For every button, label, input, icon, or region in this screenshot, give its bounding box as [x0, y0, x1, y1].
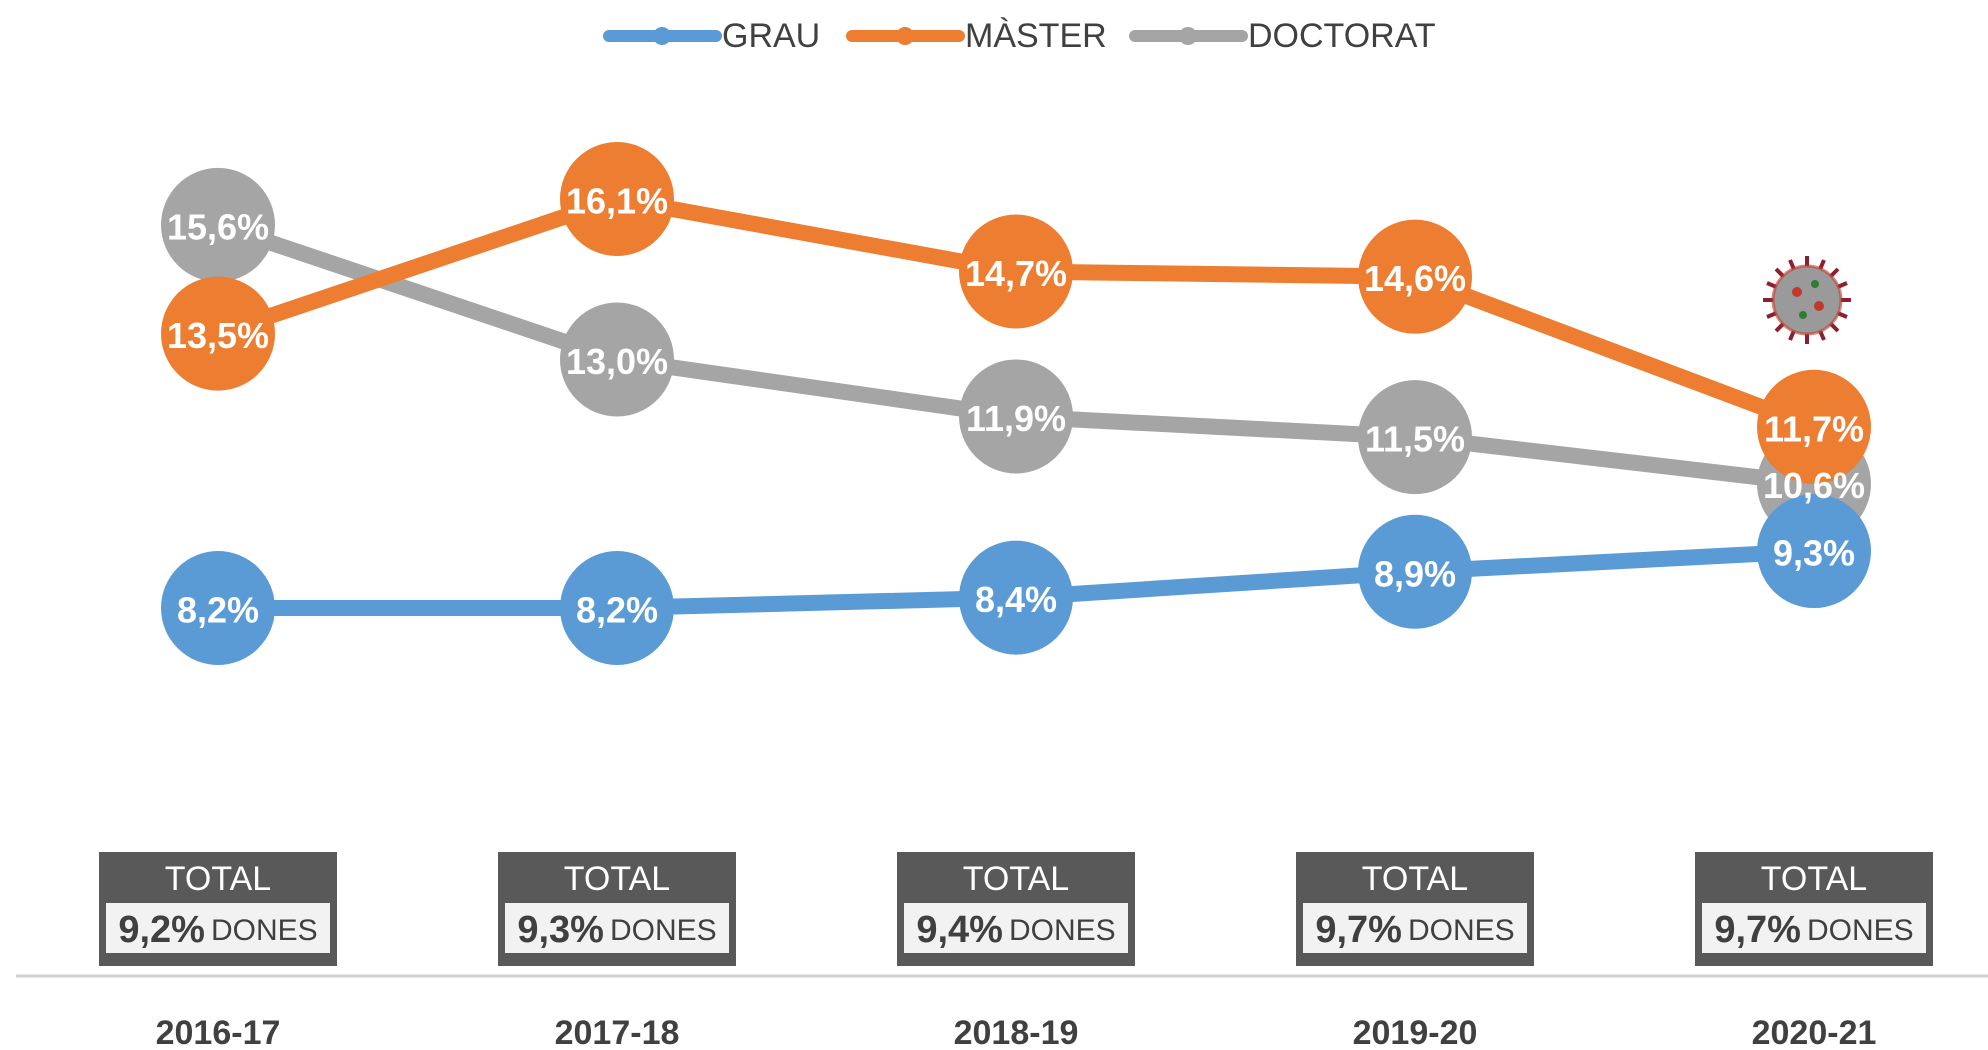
data-label: 9,3% [1773, 533, 1855, 574]
data-label: 13,0% [566, 341, 668, 382]
total-title: TOTAL [1362, 860, 1468, 898]
total-unit: DONES [610, 914, 717, 947]
total-title: TOTAL [963, 860, 1069, 898]
virus-icon [1763, 256, 1851, 344]
legend-label: DOCTORAT [1248, 17, 1436, 55]
total-value: 9,4%DONES [916, 909, 1115, 951]
data-label: 14,6% [1364, 258, 1466, 299]
legend-marker [1179, 27, 1197, 45]
total-unit: DONES [1009, 914, 1116, 947]
total-title: TOTAL [564, 860, 670, 898]
total-unit: DONES [1807, 914, 1914, 947]
x-tick-label: 2017-18 [555, 1014, 680, 1050]
data-label: 8,9% [1374, 553, 1456, 594]
total-value: 9,7%DONES [1315, 909, 1514, 951]
data-label: 10,6% [1763, 465, 1865, 506]
chart: GRAUMÀSTERDOCTORAT2016-17TOTAL9,2%DONES2… [0, 0, 1988, 1050]
total-unit: DONES [1408, 914, 1515, 947]
x-tick-label: 2019-20 [1353, 1014, 1478, 1050]
legend-label: MÀSTER [965, 17, 1107, 55]
legend-marker [896, 27, 914, 45]
total-unit: DONES [211, 914, 318, 947]
x-tick-label: 2020-21 [1752, 1014, 1877, 1050]
total-percent: 9,4% [916, 909, 1003, 951]
data-label: 8,4% [975, 579, 1057, 620]
total-percent: 9,3% [517, 909, 604, 951]
total-title: TOTAL [1761, 860, 1867, 898]
data-label: 8,2% [576, 590, 658, 631]
total-value: 9,2%DONES [118, 909, 317, 951]
data-label: 11,9% [966, 398, 1066, 439]
total-title: TOTAL [165, 860, 271, 898]
data-label: 11,5% [1365, 419, 1465, 460]
total-value: 9,3%DONES [517, 909, 716, 951]
legend-marker [653, 27, 671, 45]
data-label: 11,7% [1764, 408, 1864, 449]
x-tick-label: 2016-17 [156, 1014, 281, 1050]
data-label: 13,5% [167, 315, 269, 356]
data-label: 15,6% [167, 206, 269, 247]
data-label: 16,1% [566, 181, 668, 222]
x-tick-label: 2018-19 [954, 1014, 1079, 1050]
total-value: 9,7%DONES [1714, 909, 1913, 951]
data-label: 14,7% [965, 253, 1067, 294]
total-percent: 9,7% [1714, 909, 1801, 951]
data-label: 8,2% [177, 590, 259, 631]
legend-label: GRAU [722, 17, 820, 55]
total-percent: 9,7% [1315, 909, 1402, 951]
total-percent: 9,2% [118, 909, 205, 951]
